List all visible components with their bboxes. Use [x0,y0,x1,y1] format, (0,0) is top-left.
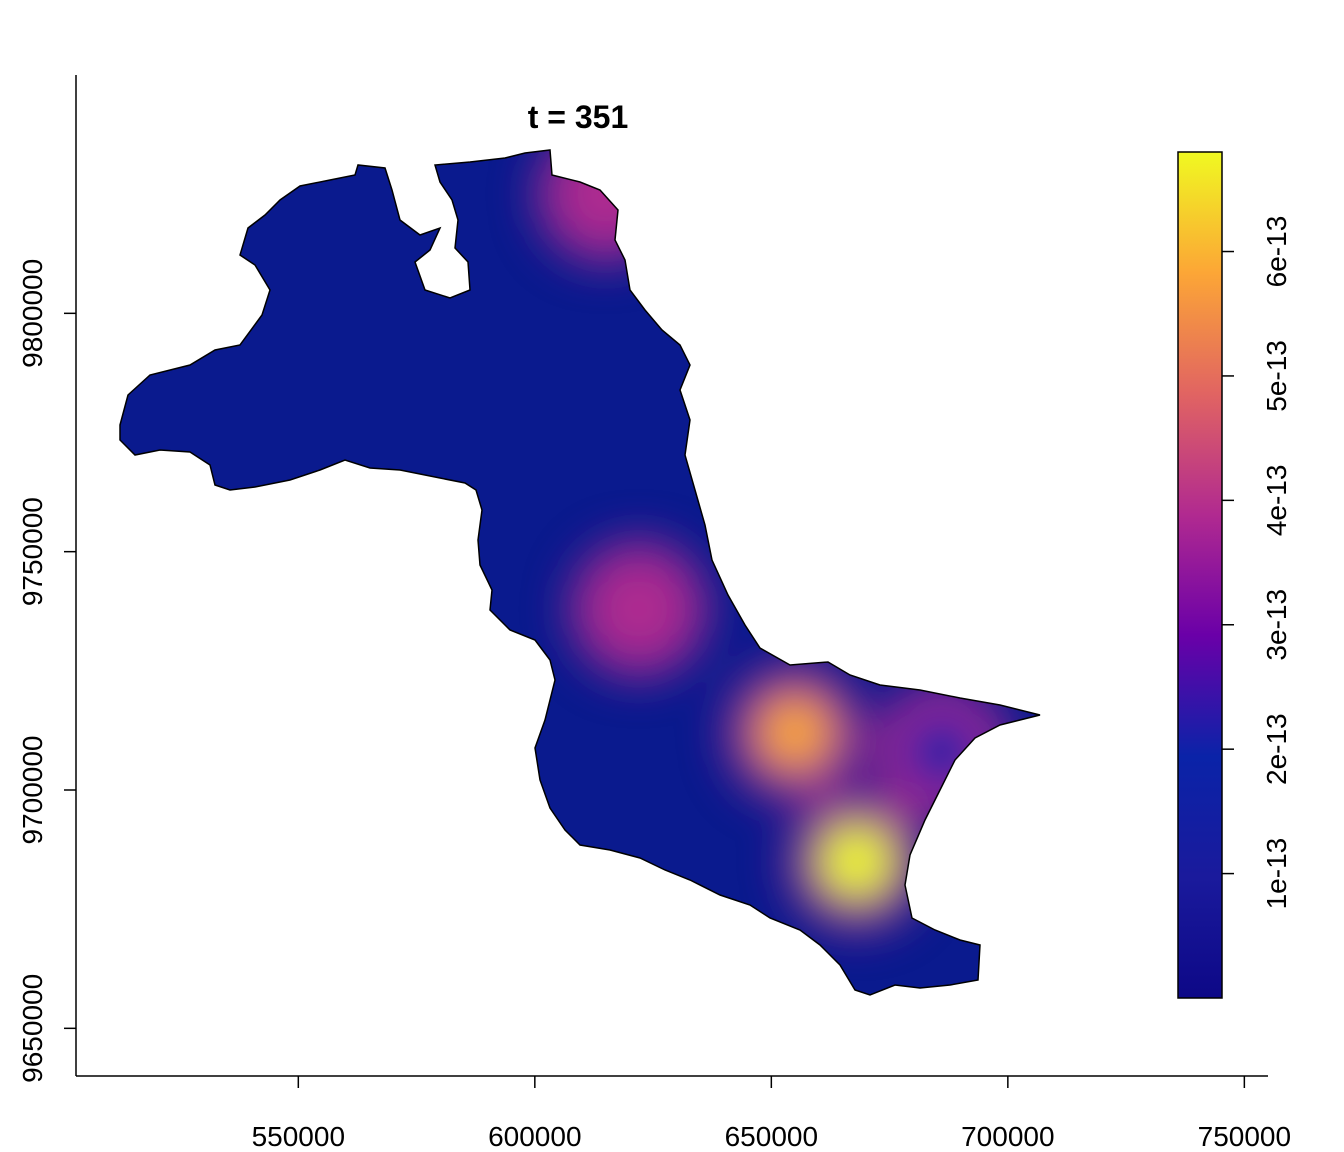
colorbar-tick-label: 3e-13 [1261,589,1292,661]
hotspot-core [756,694,833,771]
colorbar-tick-label: 2e-13 [1261,713,1292,785]
colorbar-tick-label: 6e-13 [1261,216,1292,288]
map-region [119,149,1041,996]
colorbar-tick-label: 5e-13 [1261,340,1292,412]
y-tick-label: 9650000 [17,974,48,1083]
x-tick-label: 550000 [252,1121,345,1152]
y-tick-label: 9700000 [17,735,48,844]
land-outline [119,149,1041,996]
colorbar-scale [1177,151,1223,999]
y-tick-label: 9800000 [17,259,48,368]
x-tick-label: 700000 [961,1121,1054,1152]
colorbar-tick-label: 4e-13 [1261,465,1292,537]
colorbar-tick-label: 1e-13 [1261,838,1292,910]
hotspot-core [903,713,980,790]
plot-title: t = 351 [528,99,629,135]
x-tick-label: 650000 [725,1121,818,1152]
x-tick-label: 750000 [1198,1121,1291,1152]
y-tick-label: 9750000 [17,497,48,606]
hotspot-halo [535,150,676,265]
hotspot-core [818,823,895,900]
axes: 550000 600000 650000 700000 750000 9650000 97… [17,75,1291,1152]
x-tick-label: 600000 [488,1121,581,1152]
colorbar: 1e-13 2e-13 3e-13 4e-13 5e-13 6e-13 [1177,151,1292,999]
hotspot-core [600,570,677,647]
hotspot-core [567,156,644,233]
